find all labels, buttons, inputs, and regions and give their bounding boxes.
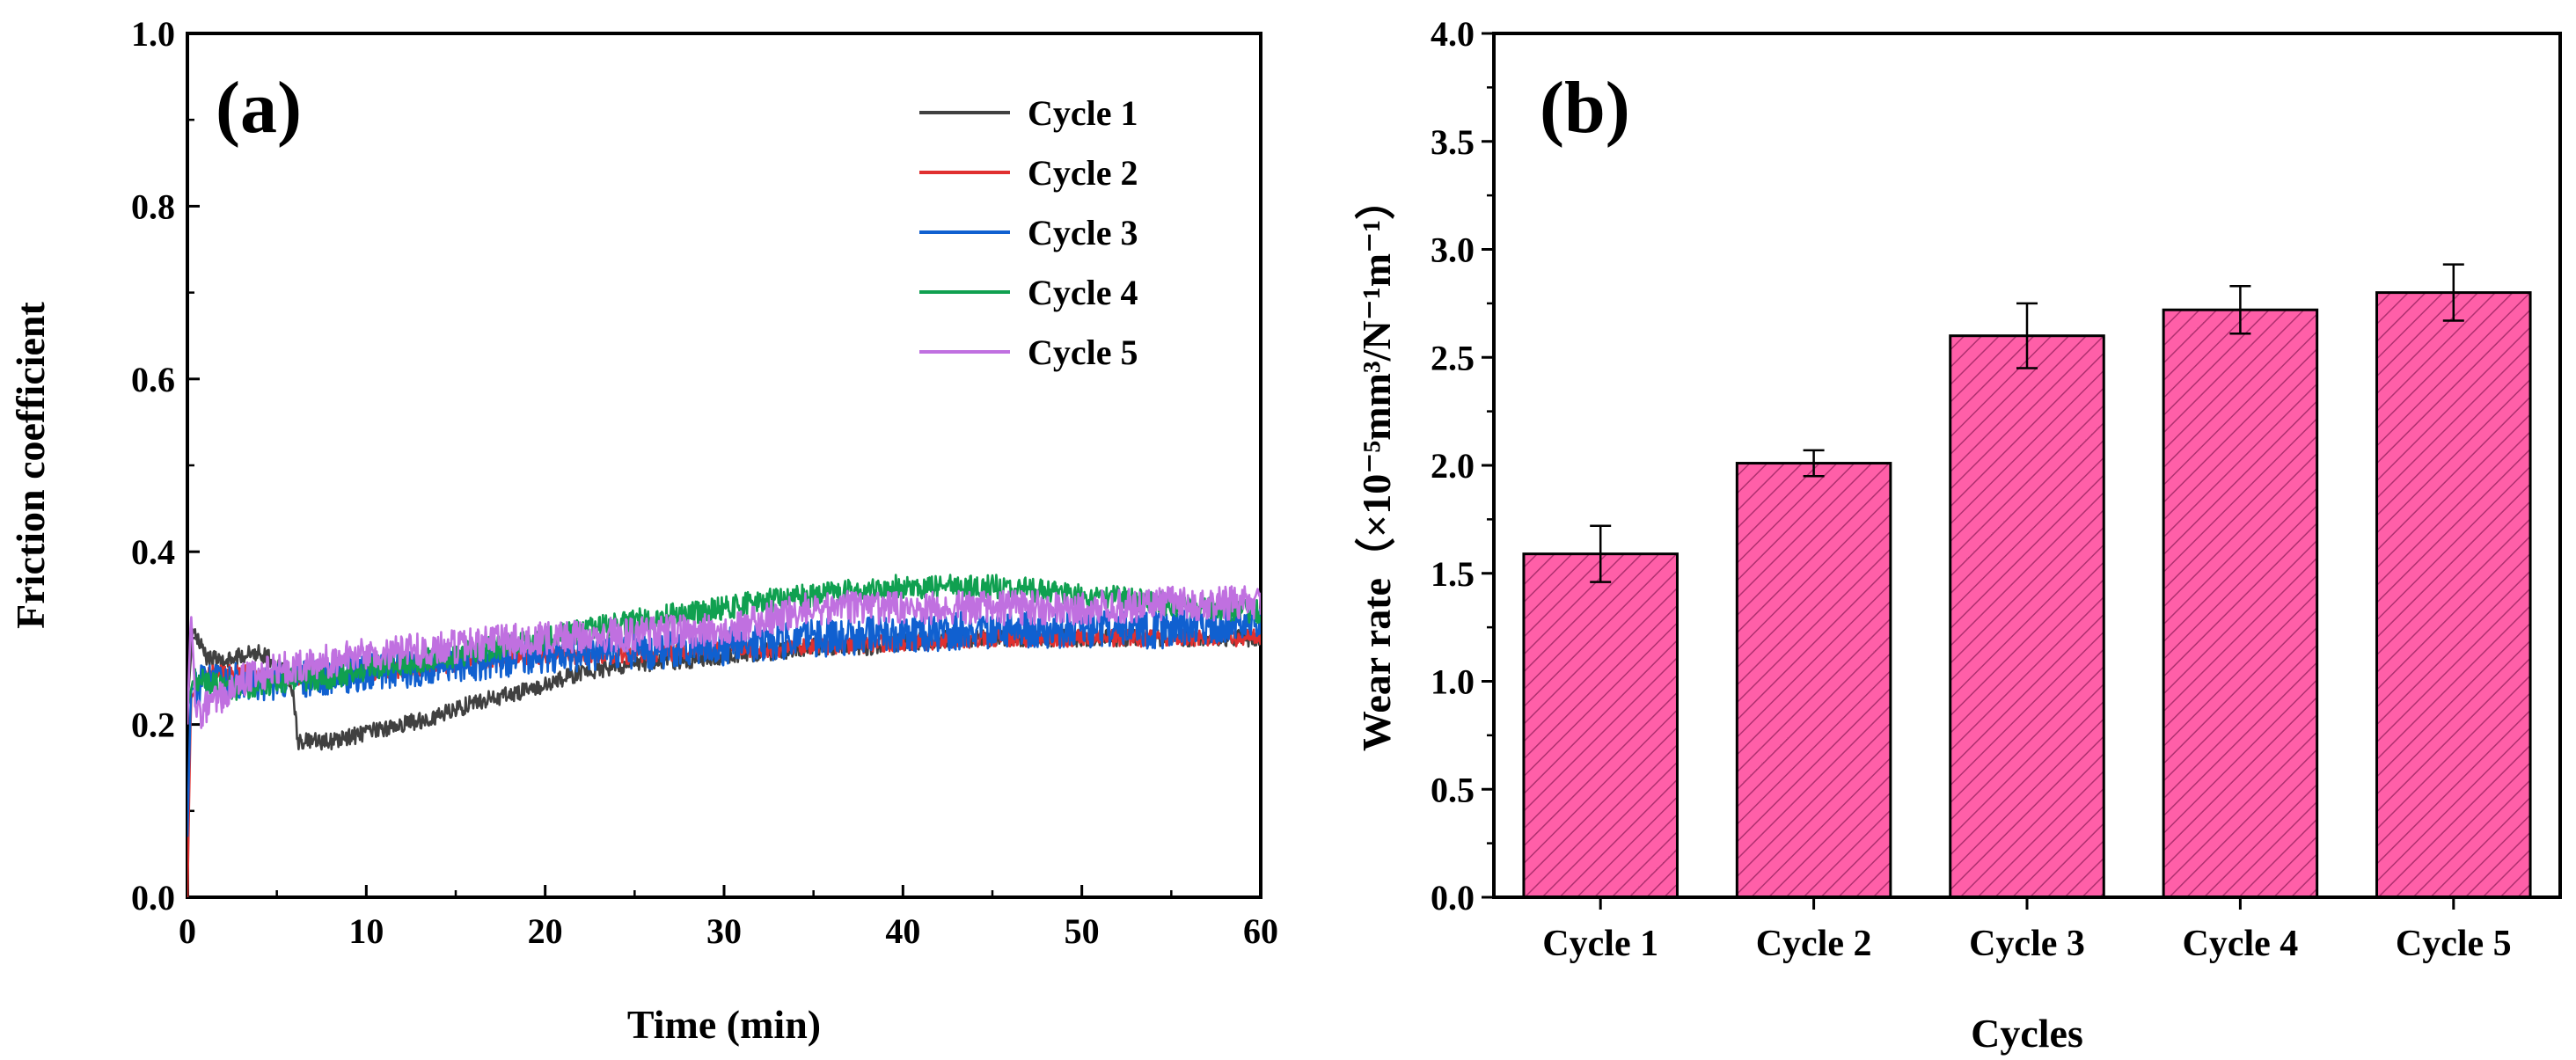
x-tick-label: 0	[179, 911, 196, 951]
y-tick-label: 2.0	[1431, 446, 1475, 486]
panel-a-ticks: 0 10 20 30 40 50 60 0.0 0.2 0.4 0.6 0.8 1.0	[131, 14, 1278, 951]
category-label: Cycle 3	[1969, 924, 2085, 964]
y-tick-label: 0.6	[131, 360, 175, 399]
panel-b-ticks: Cycle 1 Cycle 2 Cycle 3 Cycle 4 Cycle 5 0.0 0.…	[1431, 14, 2512, 964]
panel-a-label: (a)	[216, 67, 302, 149]
bar-3	[1949, 334, 2105, 899]
legend-label-2: Cycle 2	[1028, 153, 1138, 193]
y-tick-label: 0.8	[131, 186, 175, 226]
series-line-5	[187, 585, 1261, 729]
bar-1	[1522, 552, 1679, 899]
category-label: Cycle 5	[2396, 924, 2512, 964]
y-tick-label: 2.5	[1431, 338, 1475, 377]
y-tick-label: 0.4	[131, 532, 175, 572]
category-label: Cycle 4	[2183, 924, 2299, 964]
x-tick-label: 50	[1065, 911, 1100, 951]
y-tick-label: 0.2	[131, 705, 175, 745]
legend-label-3: Cycle 3	[1028, 213, 1138, 252]
panel-b-label: (b)	[1540, 67, 1630, 149]
panel-b-bars	[1522, 263, 2532, 899]
panel-a-x-axis-title: Time (min)	[627, 1002, 821, 1047]
y-tick-label: 1.0	[1431, 662, 1475, 702]
bar-4	[2162, 308, 2319, 899]
y-tick-label: 0.0	[131, 878, 175, 917]
x-tick-label: 40	[885, 911, 920, 951]
legend-label-4: Cycle 4	[1028, 273, 1138, 312]
category-label: Cycle 1	[1542, 924, 1658, 964]
legend: Cycle 1 Cycle 2 Cycle 3 Cycle 4 Cycle 5	[919, 93, 1138, 372]
panel-b: Cycle 1 Cycle 2 Cycle 3 Cycle 4 Cycle 5 0.0 0.…	[1354, 14, 2562, 1056]
x-tick-label: 20	[528, 911, 563, 951]
panel-a-y-axis-title: Friction coefficient	[8, 301, 53, 628]
y-tick-label: 4.0	[1431, 14, 1475, 54]
y-tick-label: 1.0	[131, 14, 175, 54]
bar-2	[1735, 462, 1892, 899]
legend-label-5: Cycle 5	[1028, 333, 1138, 372]
legend-label-1: Cycle 1	[1028, 93, 1138, 133]
x-tick-label: 60	[1243, 911, 1278, 951]
y-tick-label: 3.5	[1431, 122, 1475, 162]
y-tick-label: 0.0	[1431, 878, 1475, 917]
panel-a-series	[187, 574, 1261, 897]
panel-a: 0 10 20 30 40 50 60 0.0 0.2 0.4 0.6 0.8 1.0 (a) Time…	[8, 14, 1278, 1047]
y-tick-label: 0.5	[1431, 770, 1475, 809]
y-tick-label: 1.5	[1431, 554, 1475, 594]
x-tick-label: 10	[348, 911, 384, 951]
category-label: Cycle 2	[1756, 924, 1872, 964]
x-tick-label: 30	[706, 911, 742, 951]
y-tick-label: 3.0	[1431, 230, 1475, 270]
bar-5	[2375, 291, 2532, 899]
panel-b-y-axis-title: Wear rate（×10⁻⁵mm³/N⁻¹m⁻¹）	[1354, 179, 1399, 751]
panel-b-x-axis-title: Cycles	[1971, 1011, 2083, 1056]
